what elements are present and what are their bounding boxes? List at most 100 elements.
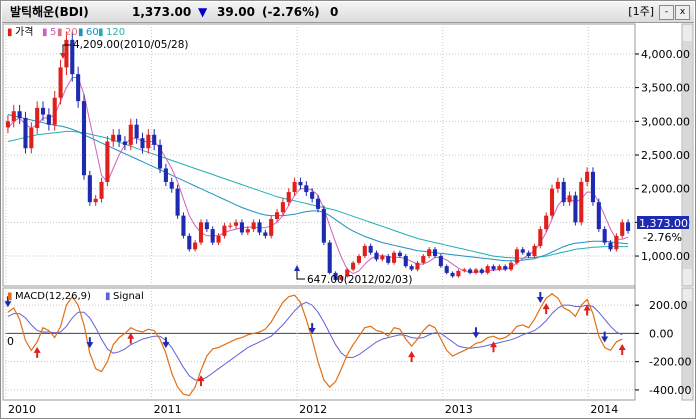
candle-down — [608, 242, 613, 250]
sell-arrow-icon — [536, 296, 544, 303]
buy-arrow-icon — [408, 351, 416, 358]
sell-arrow-icon — [601, 336, 609, 343]
candle-up — [35, 107, 40, 129]
candle-up — [579, 181, 584, 223]
candle-down — [520, 249, 525, 253]
low-annotation-text: 647.00(2012/02/03) — [307, 274, 412, 286]
candle-down — [122, 141, 127, 145]
buy-arrow-icon — [490, 341, 498, 348]
candle-down — [315, 198, 321, 209]
index-name: 발틱해운(BDI) — [10, 5, 89, 19]
candle-up — [380, 256, 385, 260]
down-arrow-icon: ▼ — [198, 5, 208, 19]
candle-down — [397, 252, 402, 257]
candle-down — [374, 252, 379, 260]
legend-ma5-marker: ▮ — [42, 27, 48, 38]
candle-up — [274, 212, 280, 219]
candle-up — [222, 225, 227, 236]
candle-up — [345, 269, 350, 277]
candle-down — [479, 269, 484, 273]
percent-change: (-2.76%) — [262, 5, 320, 19]
candle-down — [157, 144, 163, 169]
legend-ma20-label: 20 — [65, 27, 78, 38]
candle-up — [473, 269, 479, 273]
volume: 0 — [330, 5, 339, 19]
candle-up — [251, 222, 256, 230]
sell-arrow-icon — [472, 332, 480, 339]
macd-scroll-thumb[interactable] — [683, 301, 692, 389]
period-selector[interactable]: [1주] — [628, 5, 654, 18]
low-annotation: 647.00(2012/02/03) — [294, 265, 412, 286]
price-legend: ▮ 가격 ▮ 5 ▮ 20 ▮ 60 ▮ 120 — [7, 25, 125, 38]
buy-arrow-icon — [197, 375, 205, 382]
candle-up — [128, 124, 133, 145]
candle-up — [280, 202, 285, 213]
legend-ma5-label: 5 — [50, 27, 56, 38]
candle-down — [152, 134, 157, 145]
candle-up — [497, 266, 502, 270]
macd-line — [7, 293, 623, 397]
candle-down — [134, 124, 139, 139]
candle-up — [58, 67, 63, 98]
candle-up — [485, 266, 490, 273]
candle-up — [93, 198, 98, 203]
candle-down — [468, 269, 473, 273]
candle-up — [392, 252, 397, 263]
candle-down — [87, 175, 92, 203]
candle-down — [298, 181, 303, 186]
price-scroll-thumb[interactable] — [683, 41, 692, 269]
candle-down — [491, 266, 496, 270]
candle-down — [163, 168, 168, 182]
x-tick-label: 2013 — [445, 403, 473, 416]
minimize-button[interactable]: - — [659, 5, 674, 20]
last-pct-text: -2.76% — [643, 231, 682, 244]
candle-up — [292, 181, 297, 193]
candle-down — [169, 181, 174, 189]
macd-zero-label: 0 — [7, 335, 14, 348]
candle-down — [561, 181, 566, 203]
legend-ma20-marker: ▮ — [57, 27, 63, 38]
macd-tick-label: -200.00 — [649, 356, 691, 369]
candle-down — [333, 272, 338, 280]
legend-signal-marker: ▮ — [105, 291, 111, 302]
candle-down — [175, 188, 180, 216]
close-button[interactable]: x — [675, 5, 690, 20]
candle-down — [181, 215, 186, 236]
candle-up — [585, 171, 590, 182]
last-price: 1,373.00 — [132, 5, 192, 19]
candle-up — [228, 225, 233, 227]
candle-down — [596, 202, 601, 230]
price-tick-label: 3,000.00 — [641, 115, 690, 128]
candle-up — [514, 249, 519, 263]
candle-up — [351, 262, 356, 270]
candle-down — [321, 208, 326, 243]
macd-panel — [2, 287, 636, 401]
legend-signal-label: Signal — [113, 291, 144, 302]
title-bar[interactable]: 발틱해운(BDI) 1,373.00 ▼ 39.00 (-2.76%) 0 [1… — [2, 2, 694, 23]
price-tick-label: 1,000.00 — [641, 250, 690, 263]
candle-up — [99, 181, 104, 199]
x-tick-label: 2014 — [590, 403, 618, 416]
macd-tick-label: 0.00 — [649, 327, 674, 340]
candle-up — [421, 256, 426, 263]
candle-up — [193, 242, 198, 250]
candle-up — [544, 215, 549, 230]
candle-down — [239, 222, 244, 233]
candle-down — [432, 249, 438, 257]
candle-down — [187, 235, 192, 250]
candle-down — [304, 185, 309, 193]
legend-price-label: 가격 — [15, 25, 33, 38]
candle-down — [76, 74, 81, 102]
candle-down — [386, 256, 391, 263]
last-price-badge-text: 1,373.00 — [639, 217, 688, 230]
candle-down — [40, 107, 46, 115]
legend-ma60-marker: ▮ — [78, 27, 84, 38]
x-tick-label: 2012 — [299, 403, 327, 416]
candle-down — [327, 242, 332, 273]
candle-down — [602, 229, 607, 243]
candle-up — [456, 270, 461, 277]
candle-down — [17, 111, 22, 118]
legend-macd-marker: ▮ — [7, 291, 13, 302]
candle-up — [269, 219, 274, 236]
